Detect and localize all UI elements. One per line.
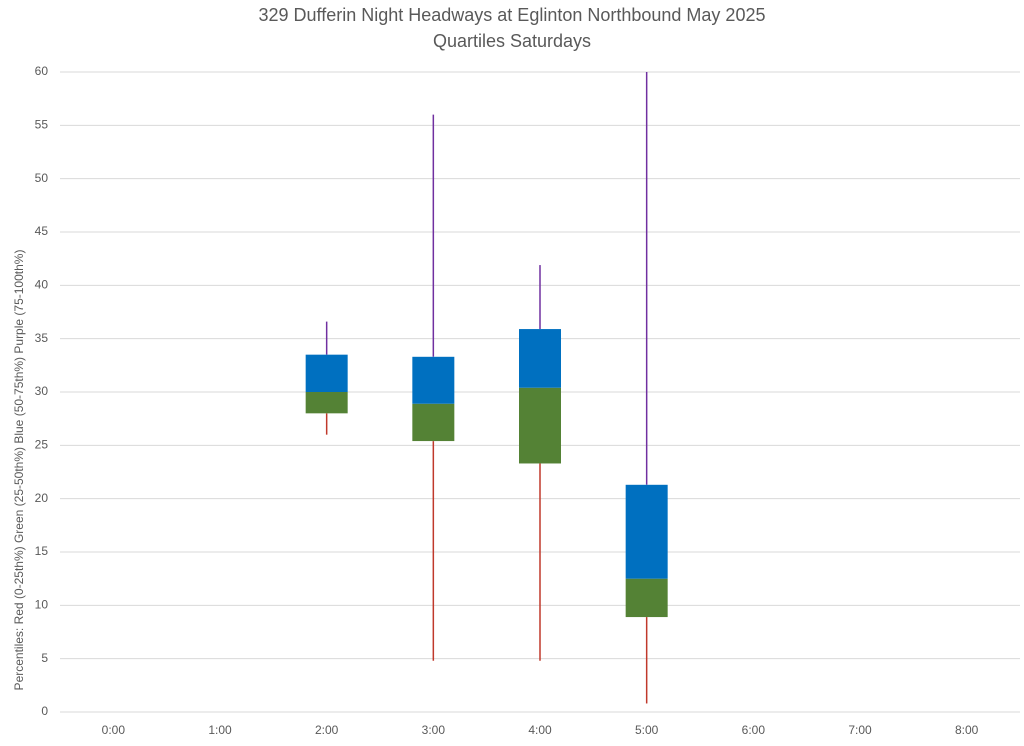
- chart-subtitle: Quartiles Saturdays: [433, 31, 591, 51]
- lower-box: [412, 403, 455, 442]
- upper-box: [305, 354, 348, 392]
- y-tick-label: 40: [35, 278, 49, 292]
- lower-box: [519, 387, 561, 464]
- x-tick-label: 1:00: [208, 723, 232, 737]
- y-tick-label: 25: [35, 438, 49, 452]
- y-tick-label: 55: [35, 118, 49, 132]
- y-tick-label: 45: [35, 224, 49, 238]
- upper-box: [412, 356, 455, 404]
- y-tick-label: 30: [35, 384, 49, 398]
- y-tick-label: 5: [41, 651, 48, 665]
- lower-box: [625, 578, 668, 618]
- y-tick-label: 15: [35, 544, 49, 558]
- y-tick-label: 35: [35, 331, 49, 345]
- upper-box: [625, 484, 668, 579]
- y-tick-label: 10: [35, 598, 49, 612]
- x-tick-label: 2:00: [315, 723, 339, 737]
- x-tick-label: 7:00: [848, 723, 872, 737]
- upper-box: [519, 329, 561, 388]
- y-tick-label: 50: [35, 171, 49, 185]
- chart-title: 329 Dufferin Night Headways at Eglinton …: [259, 5, 766, 25]
- x-tick-label: 3:00: [422, 723, 446, 737]
- x-tick-label: 0:00: [102, 723, 126, 737]
- x-tick-label: 4:00: [528, 723, 552, 737]
- x-tick-label: 8:00: [955, 723, 979, 737]
- y-tick-label: 60: [35, 64, 49, 78]
- x-tick-label: 5:00: [635, 723, 659, 737]
- y-tick-label: 20: [35, 491, 49, 505]
- x-tick-label: 6:00: [742, 723, 766, 737]
- y-axis-title: Percentiles: Red (0-25th%) Green (25-50t…: [12, 250, 26, 691]
- lower-box: [305, 392, 348, 414]
- y-tick-label: 0: [41, 704, 48, 718]
